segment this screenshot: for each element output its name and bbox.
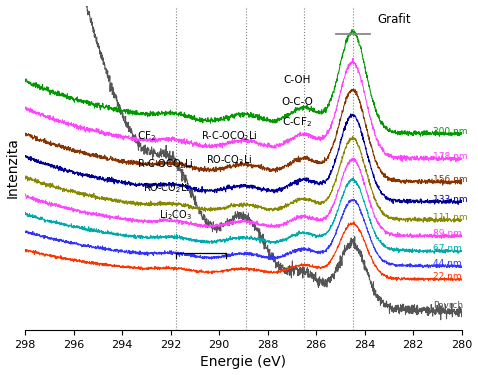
Text: 22 nm: 22 nm [433, 272, 461, 281]
Text: C-OH: C-OH [283, 75, 311, 86]
Text: 178 nm: 178 nm [433, 152, 467, 161]
Text: 156 nm: 156 nm [433, 175, 467, 184]
Text: 44 nm: 44 nm [433, 259, 461, 268]
Text: Grafit: Grafit [377, 12, 411, 26]
Text: Povrch: Povrch [433, 301, 463, 310]
Text: CF$_2$: CF$_2$ [137, 130, 156, 143]
Y-axis label: Intenzita: Intenzita [6, 137, 20, 198]
Text: RO-CO$_2$Li: RO-CO$_2$Li [206, 153, 252, 167]
Text: 111 nm: 111 nm [433, 213, 467, 222]
Text: Li$_2$CO$_3$: Li$_2$CO$_3$ [159, 209, 192, 222]
X-axis label: Energie (eV): Energie (eV) [200, 356, 286, 369]
Text: R-C-OCO$_2$Li: R-C-OCO$_2$Li [138, 158, 194, 171]
Text: C-CF$_2$: C-CF$_2$ [282, 116, 312, 129]
Text: 133 nm: 133 nm [433, 195, 467, 204]
Text: O-C-O: O-C-O [281, 98, 313, 107]
Text: 200 nm: 200 nm [433, 127, 467, 136]
Text: 67 nm: 67 nm [433, 244, 462, 253]
Text: RO-CO$_2$Li: RO-CO$_2$Li [142, 182, 189, 195]
Text: R-C-OCO$_2$Li: R-C-OCO$_2$Li [201, 130, 257, 143]
Text: 89 nm: 89 nm [433, 229, 462, 238]
